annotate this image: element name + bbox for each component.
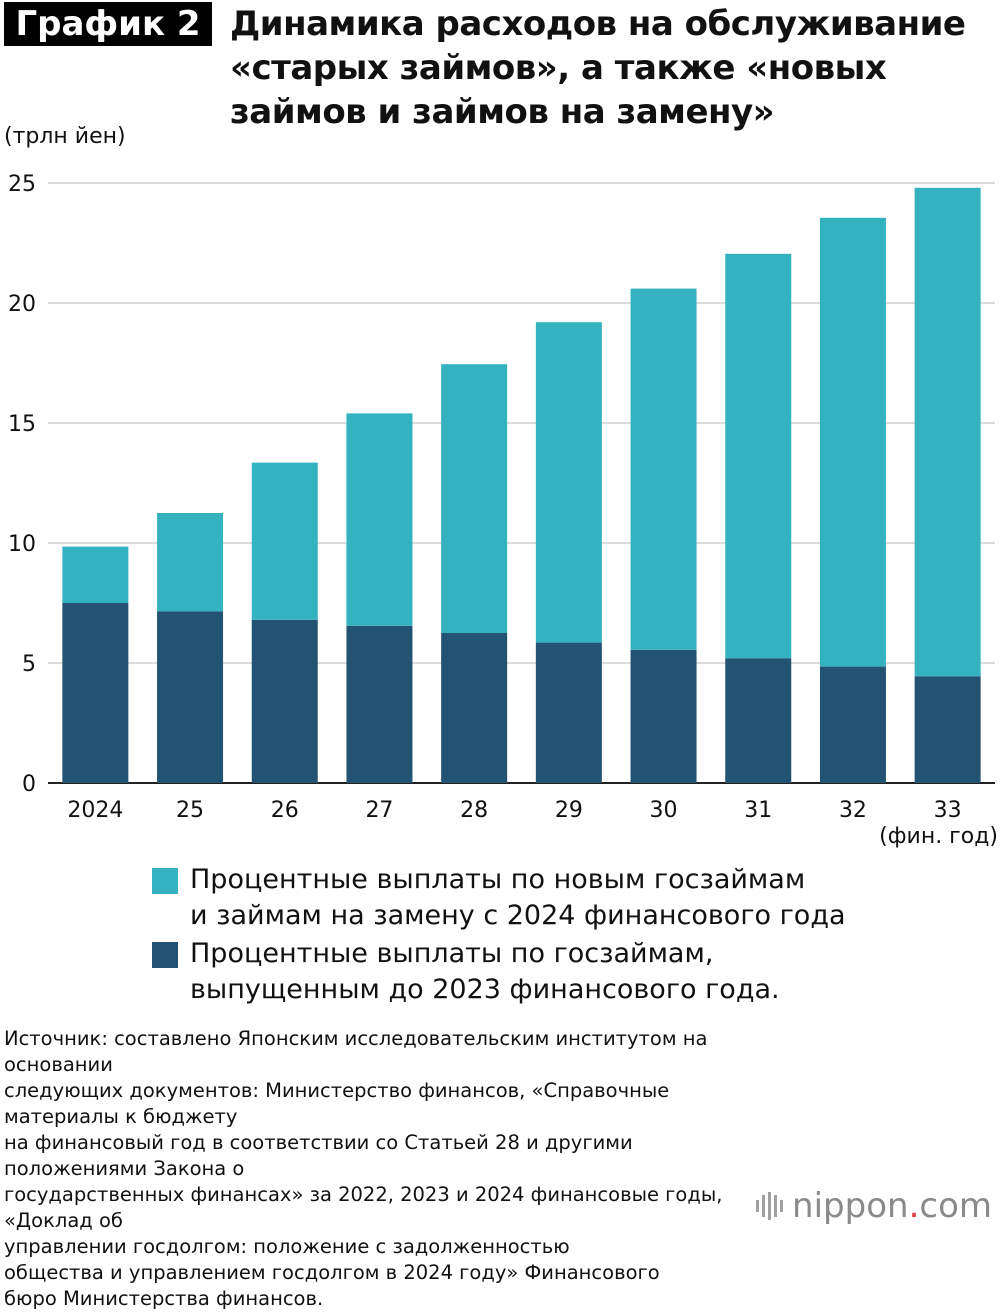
source-line: государственных финансах» за 2022, 2023 … xyxy=(4,1183,723,1232)
x-tick-label: 31 xyxy=(744,798,772,823)
source-line: на финансовый год в соответствии со Стат… xyxy=(4,1131,633,1180)
bar-old-loans xyxy=(535,642,602,783)
x-tick-label: 2024 xyxy=(67,798,123,823)
bar-old-loans xyxy=(630,649,697,783)
legend-label-line: Процентные выплаты по госзаймам, xyxy=(190,938,714,969)
bar-new-loans xyxy=(62,546,129,603)
bar-new-loans xyxy=(535,322,602,643)
bar-old-loans xyxy=(346,625,413,783)
legend-label-line: выпущенным до 2023 финансового года. xyxy=(190,974,780,1005)
nippon-logo: nippon. com xyxy=(754,1186,992,1226)
logo-suffix: com xyxy=(919,1186,992,1226)
source-line: следующих документов: Министерство финан… xyxy=(4,1079,670,1128)
y-tick-label: 0 xyxy=(22,772,36,797)
y-tick-label: 20 xyxy=(8,292,36,317)
source-note: Источник: составлено Японским исследоват… xyxy=(4,1026,764,1312)
y-tick-label: 25 xyxy=(8,172,36,197)
x-tick-label: 29 xyxy=(555,798,583,823)
bar-old-loans xyxy=(819,666,886,783)
x-tick-label: 33 xyxy=(934,798,962,823)
bar-old-loans xyxy=(62,603,129,783)
bar-new-loans xyxy=(441,364,508,633)
logo-text: nippon xyxy=(792,1186,909,1226)
bar-new-loans xyxy=(819,217,886,667)
nippon-logo-icon xyxy=(756,1192,784,1220)
logo-dot: . xyxy=(908,1186,920,1226)
y-tick-label: 10 xyxy=(8,532,36,557)
bar-new-loans xyxy=(725,253,792,659)
source-line: управлении госдолгом: положение с задолж… xyxy=(4,1235,570,1258)
bar-new-loans xyxy=(346,413,413,626)
y-axis-unit-label: (трлн йен) xyxy=(4,124,126,149)
stacked-bar-chart: 0 5 10 15 20 25 2024 25 26 27 28 29 30 31 32 33 xyxy=(8,172,995,823)
source-line: бюро Министерства финансов. xyxy=(4,1287,324,1310)
x-tick-label: 25 xyxy=(176,798,204,823)
x-tick-label: 32 xyxy=(839,798,867,823)
bar-old-loans xyxy=(251,619,318,783)
bar-new-loans xyxy=(630,288,697,650)
legend-swatch-old-loans xyxy=(152,942,178,968)
legend-label-line: Процентные выплаты по новым госзаймам xyxy=(190,864,806,895)
y-tick-label: 5 xyxy=(22,652,36,677)
bar-new-loans xyxy=(914,187,981,677)
legend-item-old-loans: Процентные выплаты по госзаймам, выпущен… xyxy=(152,936,992,1008)
source-line: Источник: составлено Японским исследоват… xyxy=(4,1027,708,1076)
chart-number-badge: График 2 xyxy=(4,2,212,46)
legend-swatch-new-loans xyxy=(152,868,178,894)
chart-title: Динамика расходов на обслуживание «стары… xyxy=(230,4,966,132)
x-tick-label: 26 xyxy=(271,798,299,823)
y-tick-label: 15 xyxy=(8,412,36,437)
chart-legend: Процентные выплаты по новым госзаймам и … xyxy=(152,862,992,1010)
x-tick-label: 28 xyxy=(460,798,488,823)
bar-new-loans xyxy=(157,513,224,612)
x-tick-label: 30 xyxy=(650,798,678,823)
legend-label-line: и займам на замену с 2024 финансового го… xyxy=(190,900,846,931)
legend-item-new-loans: Процентные выплаты по новым госзаймам и … xyxy=(152,862,992,934)
source-line: общества и управлением госдолгом в 2024 … xyxy=(4,1261,660,1284)
bar-old-loans xyxy=(441,633,508,783)
x-tick-label: 27 xyxy=(365,798,393,823)
bar-new-loans xyxy=(251,462,318,620)
bar-old-loans xyxy=(725,658,792,783)
x-axis-label: (фин. год) xyxy=(879,824,998,849)
bar-old-loans xyxy=(914,676,981,783)
bar-old-loans xyxy=(157,611,224,783)
